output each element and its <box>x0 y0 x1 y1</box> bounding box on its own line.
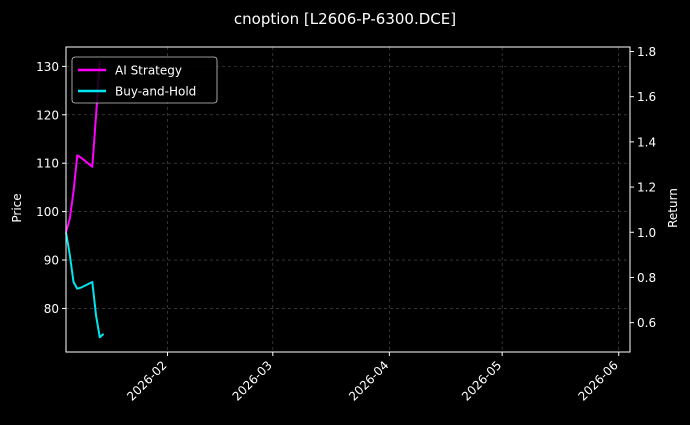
y2-tick-label: 0.6 <box>637 316 656 330</box>
y2-tick-label: 0.8 <box>637 271 656 285</box>
plot-frame <box>65 46 631 353</box>
series-line-buy-and-hold <box>65 232 105 339</box>
y-axis-label: Price <box>10 193 24 222</box>
y2-tick-label: 1.0 <box>637 226 656 240</box>
series-line-ai-strategy <box>65 60 101 233</box>
y-tick-label: 110 <box>36 157 59 171</box>
y2-tick-label: 1.6 <box>637 90 656 104</box>
legend: AI Strategy Buy-and-Hold <box>71 56 218 104</box>
legend-label: AI Strategy <box>115 64 182 78</box>
y-tick-label: 120 <box>36 108 59 122</box>
legend-label: Buy-and-Hold <box>115 85 196 99</box>
y-axis-left: 80 90 100 110 120 130 <box>36 60 66 316</box>
y-tick-label: 100 <box>36 205 59 219</box>
y-axis-right: 0.6 0.8 1.0 1.2 1.4 1.6 1.8 <box>630 45 656 330</box>
y2-axis-label: Return <box>666 188 680 228</box>
grid <box>66 47 630 352</box>
y2-tick-label: 1.2 <box>637 181 656 195</box>
y2-tick-label: 1.8 <box>637 45 656 59</box>
legend-box <box>71 56 218 104</box>
y-tick-label: 80 <box>44 302 59 316</box>
chart-title: cnoption [L2606-P-6300.DCE] <box>234 10 456 28</box>
y2-tick-label: 1.4 <box>637 135 656 149</box>
y-tick-label: 130 <box>36 60 59 74</box>
series-lines <box>65 60 105 339</box>
y-tick-label: 90 <box>44 254 59 268</box>
